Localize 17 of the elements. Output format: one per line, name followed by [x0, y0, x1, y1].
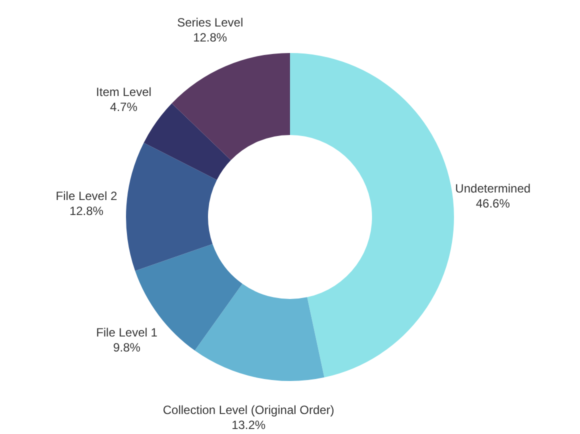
data-label: 12.8%	[193, 30, 228, 44]
slice-label: Item Level	[96, 84, 152, 99]
data-label: 46.6%	[476, 196, 510, 211]
donut-slice	[144, 103, 231, 180]
donut-slice	[126, 142, 217, 271]
slice-label: Series Level	[177, 15, 244, 30]
data-label: 12.8%	[69, 204, 104, 218]
data-label: 9.8%	[113, 340, 141, 354]
data-label: 13.2%	[232, 418, 266, 432]
data-label: 4.7%	[110, 100, 138, 114]
slice-label: File Level 2	[56, 189, 118, 204]
donut-slice	[194, 284, 324, 381]
slice-label: File Level 1	[96, 325, 158, 340]
slice-label: Undetermined	[455, 182, 531, 196]
donut-slice	[172, 53, 290, 160]
slice-label: Collection Level (Original Order)	[162, 402, 334, 417]
donut-slice	[290, 53, 454, 378]
